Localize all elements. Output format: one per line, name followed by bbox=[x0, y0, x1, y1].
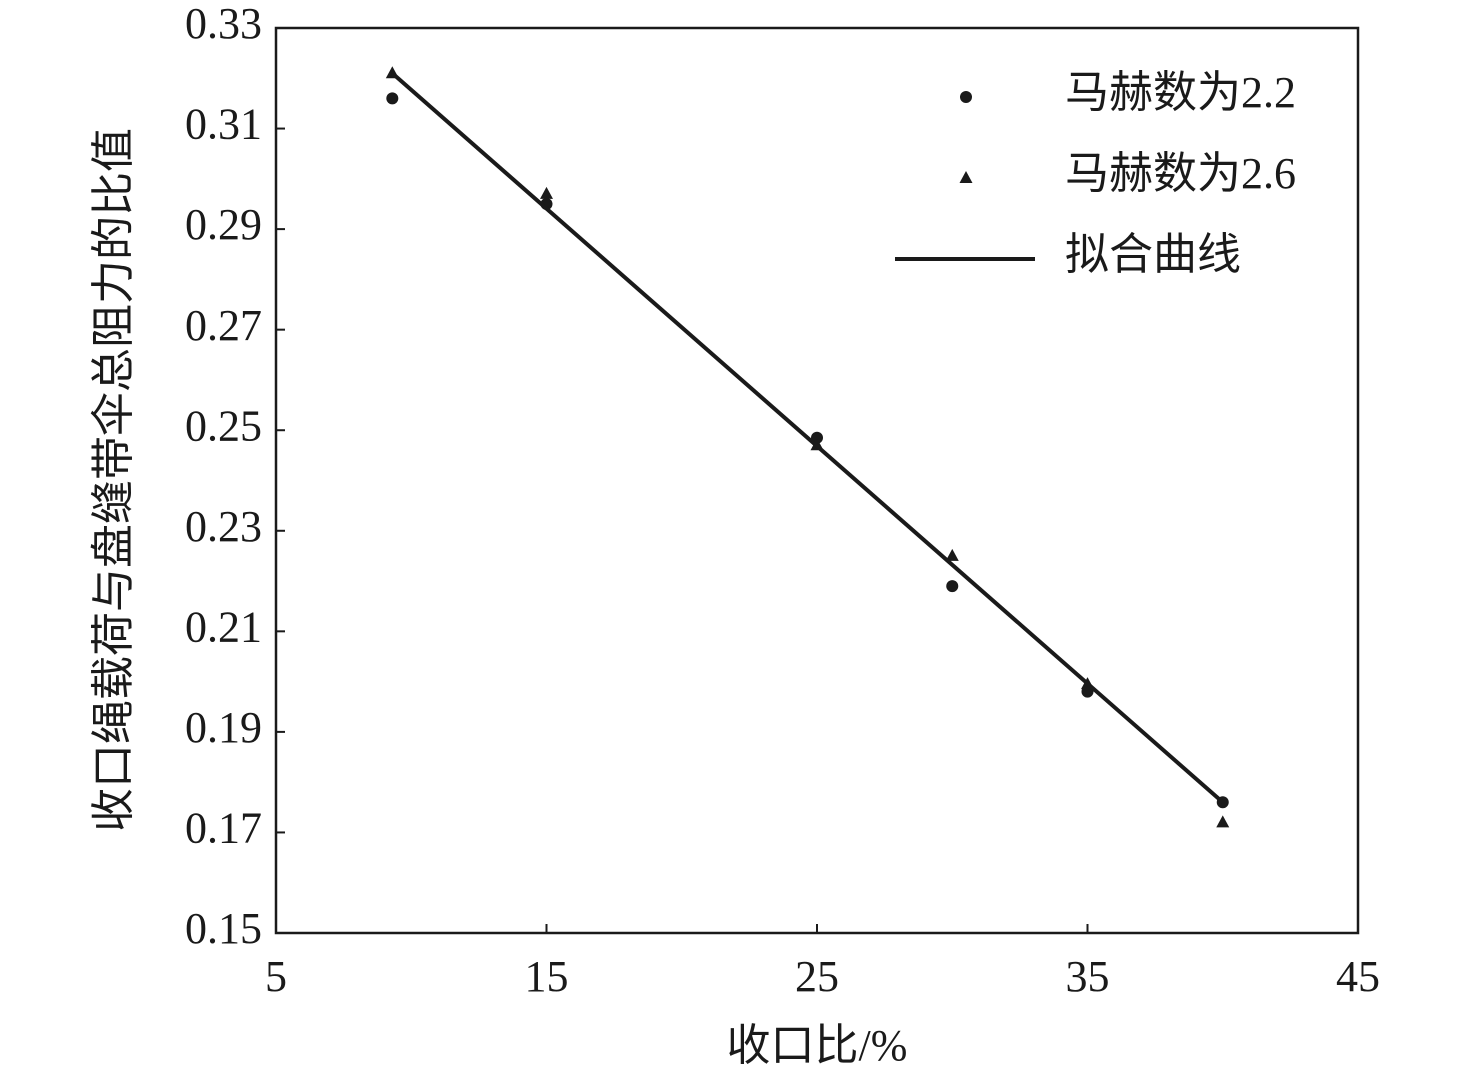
y-tick-label: 0.25 bbox=[185, 401, 262, 450]
legend-label: 拟合曲线 bbox=[1065, 230, 1241, 279]
y-tick-label: 0.31 bbox=[185, 100, 262, 149]
x-tick-label: 25 bbox=[795, 952, 839, 1001]
triangle-marker bbox=[1216, 815, 1230, 828]
y-tick-label: 0.23 bbox=[185, 502, 262, 551]
circle-marker bbox=[946, 580, 959, 593]
y-tick-label: 0.27 bbox=[185, 301, 262, 350]
y-tick-label: 0.33 bbox=[185, 0, 262, 48]
x-axis-title: 收口比/% bbox=[727, 1021, 908, 1070]
x-tick-label: 15 bbox=[525, 952, 569, 1001]
y-tick-label: 0.29 bbox=[185, 200, 262, 249]
x-tick-label: 45 bbox=[1336, 952, 1380, 1001]
y-tick-label: 0.19 bbox=[185, 703, 262, 752]
triangle-marker bbox=[540, 186, 553, 199]
y-tick-label: 0.15 bbox=[185, 904, 262, 953]
circle-marker bbox=[811, 431, 823, 444]
legend-label: 马赫数为2.2 bbox=[1065, 68, 1296, 117]
fit-line bbox=[390, 71, 1225, 804]
legend-swatch bbox=[960, 91, 972, 103]
x-tick-label: 35 bbox=[1066, 952, 1110, 1001]
y-tick-label: 0.21 bbox=[185, 602, 262, 651]
legend-swatch bbox=[959, 171, 973, 183]
y-axis-title: 收口绳载荷与盘缝带伞总阻力的比值 bbox=[89, 128, 138, 832]
y-tick-label: 0.17 bbox=[185, 804, 262, 853]
triangle-marker bbox=[945, 548, 959, 561]
x-tick-label: 5 bbox=[265, 952, 287, 1001]
circle-marker bbox=[386, 92, 399, 105]
legend-label: 马赫数为2.6 bbox=[1065, 149, 1296, 198]
